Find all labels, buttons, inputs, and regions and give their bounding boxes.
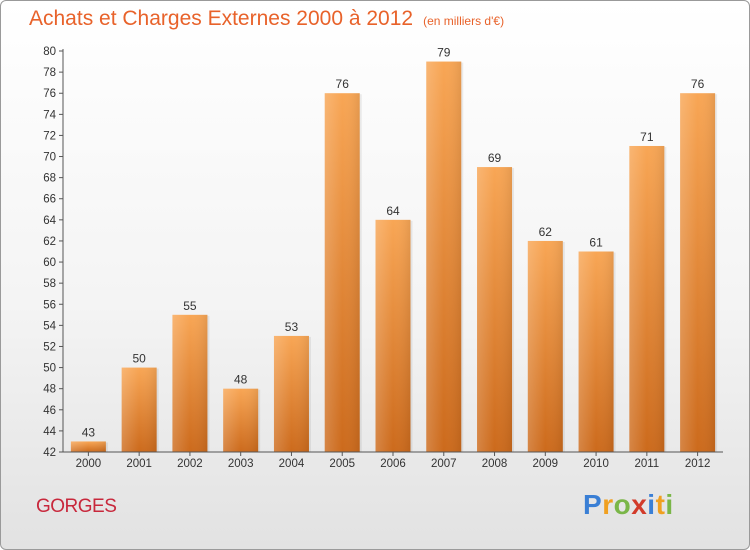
y-tick-label: 58	[43, 278, 56, 290]
y-tick-label: 72	[43, 130, 56, 142]
y-tick-label: 78	[43, 67, 56, 79]
y-tick-label: 44	[43, 426, 56, 438]
y-tick-label: 54	[43, 320, 56, 332]
logo-letter: o	[613, 489, 632, 520]
y-tick-label: 74	[43, 109, 56, 121]
y-tick-label: 46	[43, 405, 56, 417]
y-tick-label: 68	[43, 173, 56, 185]
logo-letter: r	[602, 489, 614, 520]
data-label: 62	[539, 225, 553, 239]
city-name: GORGES	[36, 496, 117, 517]
y-tick-label: 60	[43, 257, 56, 269]
bar-highlight	[375, 219, 411, 452]
bar-highlight	[223, 388, 259, 452]
y-tick-label: 56	[43, 299, 56, 311]
x-tick-label: 2002	[177, 458, 203, 470]
logo-letter: t	[655, 489, 666, 520]
logo-letter: i	[647, 489, 656, 520]
data-label: 48	[234, 373, 248, 387]
bar-highlight	[477, 167, 513, 452]
data-label: 61	[589, 236, 603, 250]
x-tick-label: 2010	[583, 458, 609, 470]
x-tick-label: 2008	[482, 458, 508, 470]
y-tick-label: 70	[43, 152, 56, 164]
bar-highlight	[578, 251, 614, 452]
y-tick-label: 76	[43, 88, 56, 100]
x-tick-label: 2007	[431, 458, 457, 470]
y-tick-label: 64	[43, 215, 56, 227]
y-tick-label: 50	[43, 363, 56, 375]
x-tick-label: 2003	[228, 458, 254, 470]
data-label: 43	[82, 425, 96, 439]
bar-highlight	[70, 441, 106, 452]
x-tick-label: 2005	[329, 458, 355, 470]
data-label: 53	[285, 320, 299, 334]
y-tick-label: 48	[43, 384, 56, 396]
x-tick-label: 2001	[126, 458, 152, 470]
y-tick-label: 42	[43, 447, 56, 459]
bar-highlight	[527, 240, 563, 452]
bar-highlight	[121, 367, 157, 452]
x-tick-label: 2000	[76, 458, 102, 470]
logo-letter: x	[631, 489, 648, 520]
x-tick-label: 2006	[380, 458, 406, 470]
y-tick-label: 66	[43, 194, 56, 206]
proxiti-logo: Proxiti	[583, 489, 674, 521]
bar-highlight	[172, 314, 208, 452]
bar-highlight	[680, 93, 716, 453]
data-label: 69	[488, 151, 502, 165]
x-tick-label: 2012	[685, 458, 711, 470]
x-tick-label: 2011	[634, 458, 659, 470]
bar-highlight	[324, 93, 360, 453]
data-label: 76	[336, 77, 350, 91]
x-tick-label: 2009	[533, 458, 559, 470]
data-label: 55	[183, 299, 197, 313]
y-tick-label: 62	[43, 236, 56, 248]
y-tick-label: 52	[43, 341, 56, 353]
data-label: 79	[437, 46, 451, 60]
bar-highlight	[629, 145, 665, 452]
chart-subtitle: (en milliers d'€)	[423, 14, 505, 28]
logo-letter: i	[665, 489, 674, 520]
bar-highlight	[273, 335, 309, 452]
data-label: 64	[386, 204, 400, 218]
data-label: 50	[132, 352, 146, 366]
data-label: 76	[691, 77, 705, 91]
chart-title: Achats et Charges Externes 2000 à 2012 (e…	[29, 7, 504, 31]
bar-highlight	[426, 61, 462, 452]
logo-letter: P	[583, 489, 603, 520]
data-label: 71	[640, 130, 654, 144]
y-tick-label: 80	[43, 46, 56, 58]
x-tick-label: 2004	[279, 458, 305, 470]
chart-title-text: Achats et Charges Externes 2000 à 2012	[29, 7, 414, 30]
